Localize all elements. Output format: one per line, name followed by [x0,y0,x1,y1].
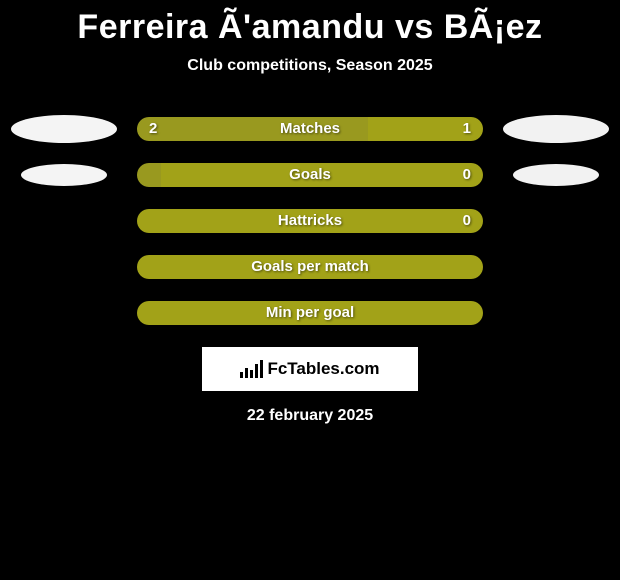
stat-bar: Hattricks0 [137,209,483,233]
bar-right-fill [161,163,483,187]
stat-bar: Matches21 [137,117,483,141]
stat-row: Matches21 [0,117,620,141]
stat-right-value: 1 [463,117,471,141]
brand-text: FcTables.com [267,359,379,379]
stat-left-value: 2 [149,117,157,141]
right-player-ellipse [513,164,599,186]
right-player-ellipse [503,115,609,143]
left-ellipse-slot [5,115,117,143]
comparison-title: Ferreira Ã'amandu vs BÃ¡ez [0,0,620,47]
stat-right-value: 0 [463,209,471,233]
bar-left-fill [137,117,368,141]
stats-rows: Matches21Goals0Hattricks0Goals per match… [0,117,620,325]
stat-bar: Goals0 [137,163,483,187]
stat-bar: Min per goal [137,301,483,325]
brand-box: FcTables.com [202,347,418,391]
left-player-ellipse [21,164,107,186]
right-ellipse-slot [503,164,615,186]
bar-right-fill [137,255,483,279]
left-player-ellipse [11,115,117,143]
stat-row: Min per goal [0,301,620,325]
stat-bar: Goals per match [137,255,483,279]
left-ellipse-slot [5,164,117,186]
bar-left-fill [137,163,161,187]
stat-row: Goals0 [0,163,620,187]
bar-chart-icon [240,360,263,378]
stat-row: Goals per match [0,255,620,279]
bar-right-fill [137,301,483,325]
stat-row: Hattricks0 [0,209,620,233]
comparison-subtitle: Club competitions, Season 2025 [0,57,620,75]
bar-right-fill [137,209,483,233]
comparison-date: 22 february 2025 [0,407,620,425]
right-ellipse-slot [503,115,615,143]
stat-right-value: 0 [463,163,471,187]
